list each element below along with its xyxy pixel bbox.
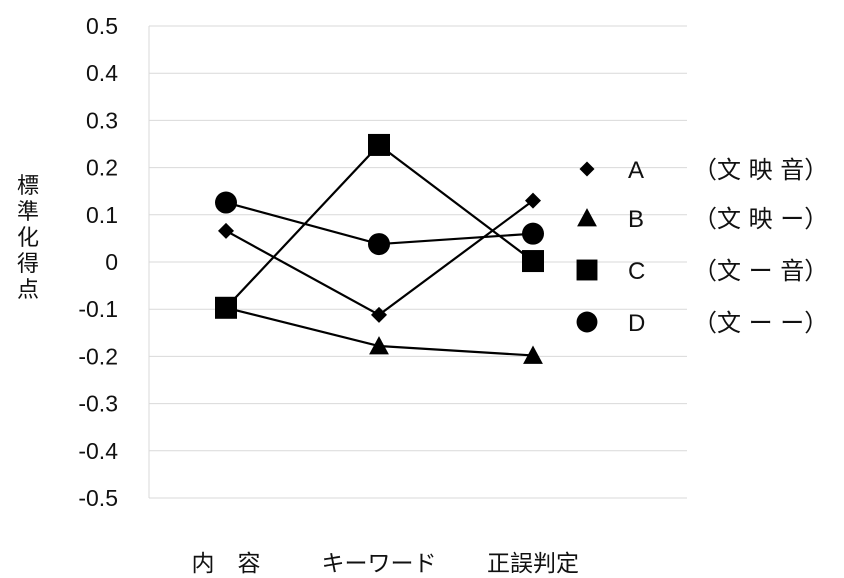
x-category-labels: 内 容 キーワード 正誤判定 [192, 551, 580, 577]
circle-marker [215, 191, 237, 214]
series-d [215, 191, 544, 256]
legend-condition: （文 ー ー） [693, 309, 828, 337]
y-tick-label: -0.1 [78, 296, 118, 322]
circle-marker [522, 222, 544, 245]
y-tick-label: 0.2 [86, 155, 118, 181]
y-tick-label: 0 [105, 249, 118, 275]
legend: A （文 映 音） B （文 映 ー） C （文 ー 音） D （文 ー ー） [576, 156, 828, 337]
triangle-marker [369, 336, 389, 355]
circle-marker [368, 233, 390, 256]
square-marker [368, 133, 390, 156]
square-marker [576, 259, 598, 281]
y-tick-label: -0.4 [78, 438, 118, 464]
y-tick-label: 0.1 [86, 202, 118, 228]
y-tick-label: 0.5 [86, 13, 118, 39]
y-tick-label: 0.4 [86, 60, 118, 86]
grid-lines [148, 25, 687, 499]
legend-label: C [628, 258, 645, 285]
diamond-marker [371, 306, 387, 323]
y-axis-label-char: 標 [17, 174, 39, 199]
series-c [215, 133, 544, 319]
y-axis-label-char: 点 [17, 278, 39, 303]
y-axis-label-char: 準 [17, 200, 39, 225]
y-axis-label-char: 得 [17, 252, 39, 277]
x-category-label: 正誤判定 [487, 551, 579, 577]
series-line [225, 143, 534, 309]
legend-condition: （文 映 音） [693, 156, 828, 184]
x-category-label: 内 容 [192, 551, 261, 577]
diamond-marker [579, 161, 595, 177]
legend-label: A [628, 157, 644, 184]
x-category-label: キーワード [322, 551, 437, 577]
triangle-marker [523, 345, 543, 364]
series-group [215, 133, 544, 364]
y-tick-label: -0.2 [78, 343, 118, 369]
legend-item: A （文 映 音） [579, 156, 828, 184]
circle-marker [576, 311, 598, 333]
y-tick-label: 0.3 [86, 107, 118, 133]
diamond-marker [525, 192, 541, 209]
y-axis-label: 標準化得点 [17, 174, 39, 303]
legend-condition: （文 映 ー） [693, 205, 828, 233]
series-a [218, 192, 541, 323]
diamond-marker [218, 222, 234, 239]
legend-label: D [628, 310, 645, 337]
y-tick-label: -0.3 [78, 391, 118, 417]
legend-item: B （文 映 ー） [577, 205, 828, 233]
legend-item: C （文 ー 音） [576, 257, 828, 285]
legend-label: B [628, 206, 644, 233]
y-axis-label-char: 化 [17, 226, 39, 251]
square-marker [215, 296, 237, 319]
triangle-marker [577, 208, 597, 227]
square-marker [522, 250, 544, 273]
legend-item: D （文 ー ー） [576, 309, 828, 337]
legend-condition: （文 ー 音） [693, 257, 828, 285]
y-tick-labels: 0.5 0.4 0.3 0.2 0.1 0 -0.1 -0.2 -0.3 -0.4 -0.5 [78, 13, 118, 511]
y-tick-label: -0.5 [78, 485, 118, 511]
